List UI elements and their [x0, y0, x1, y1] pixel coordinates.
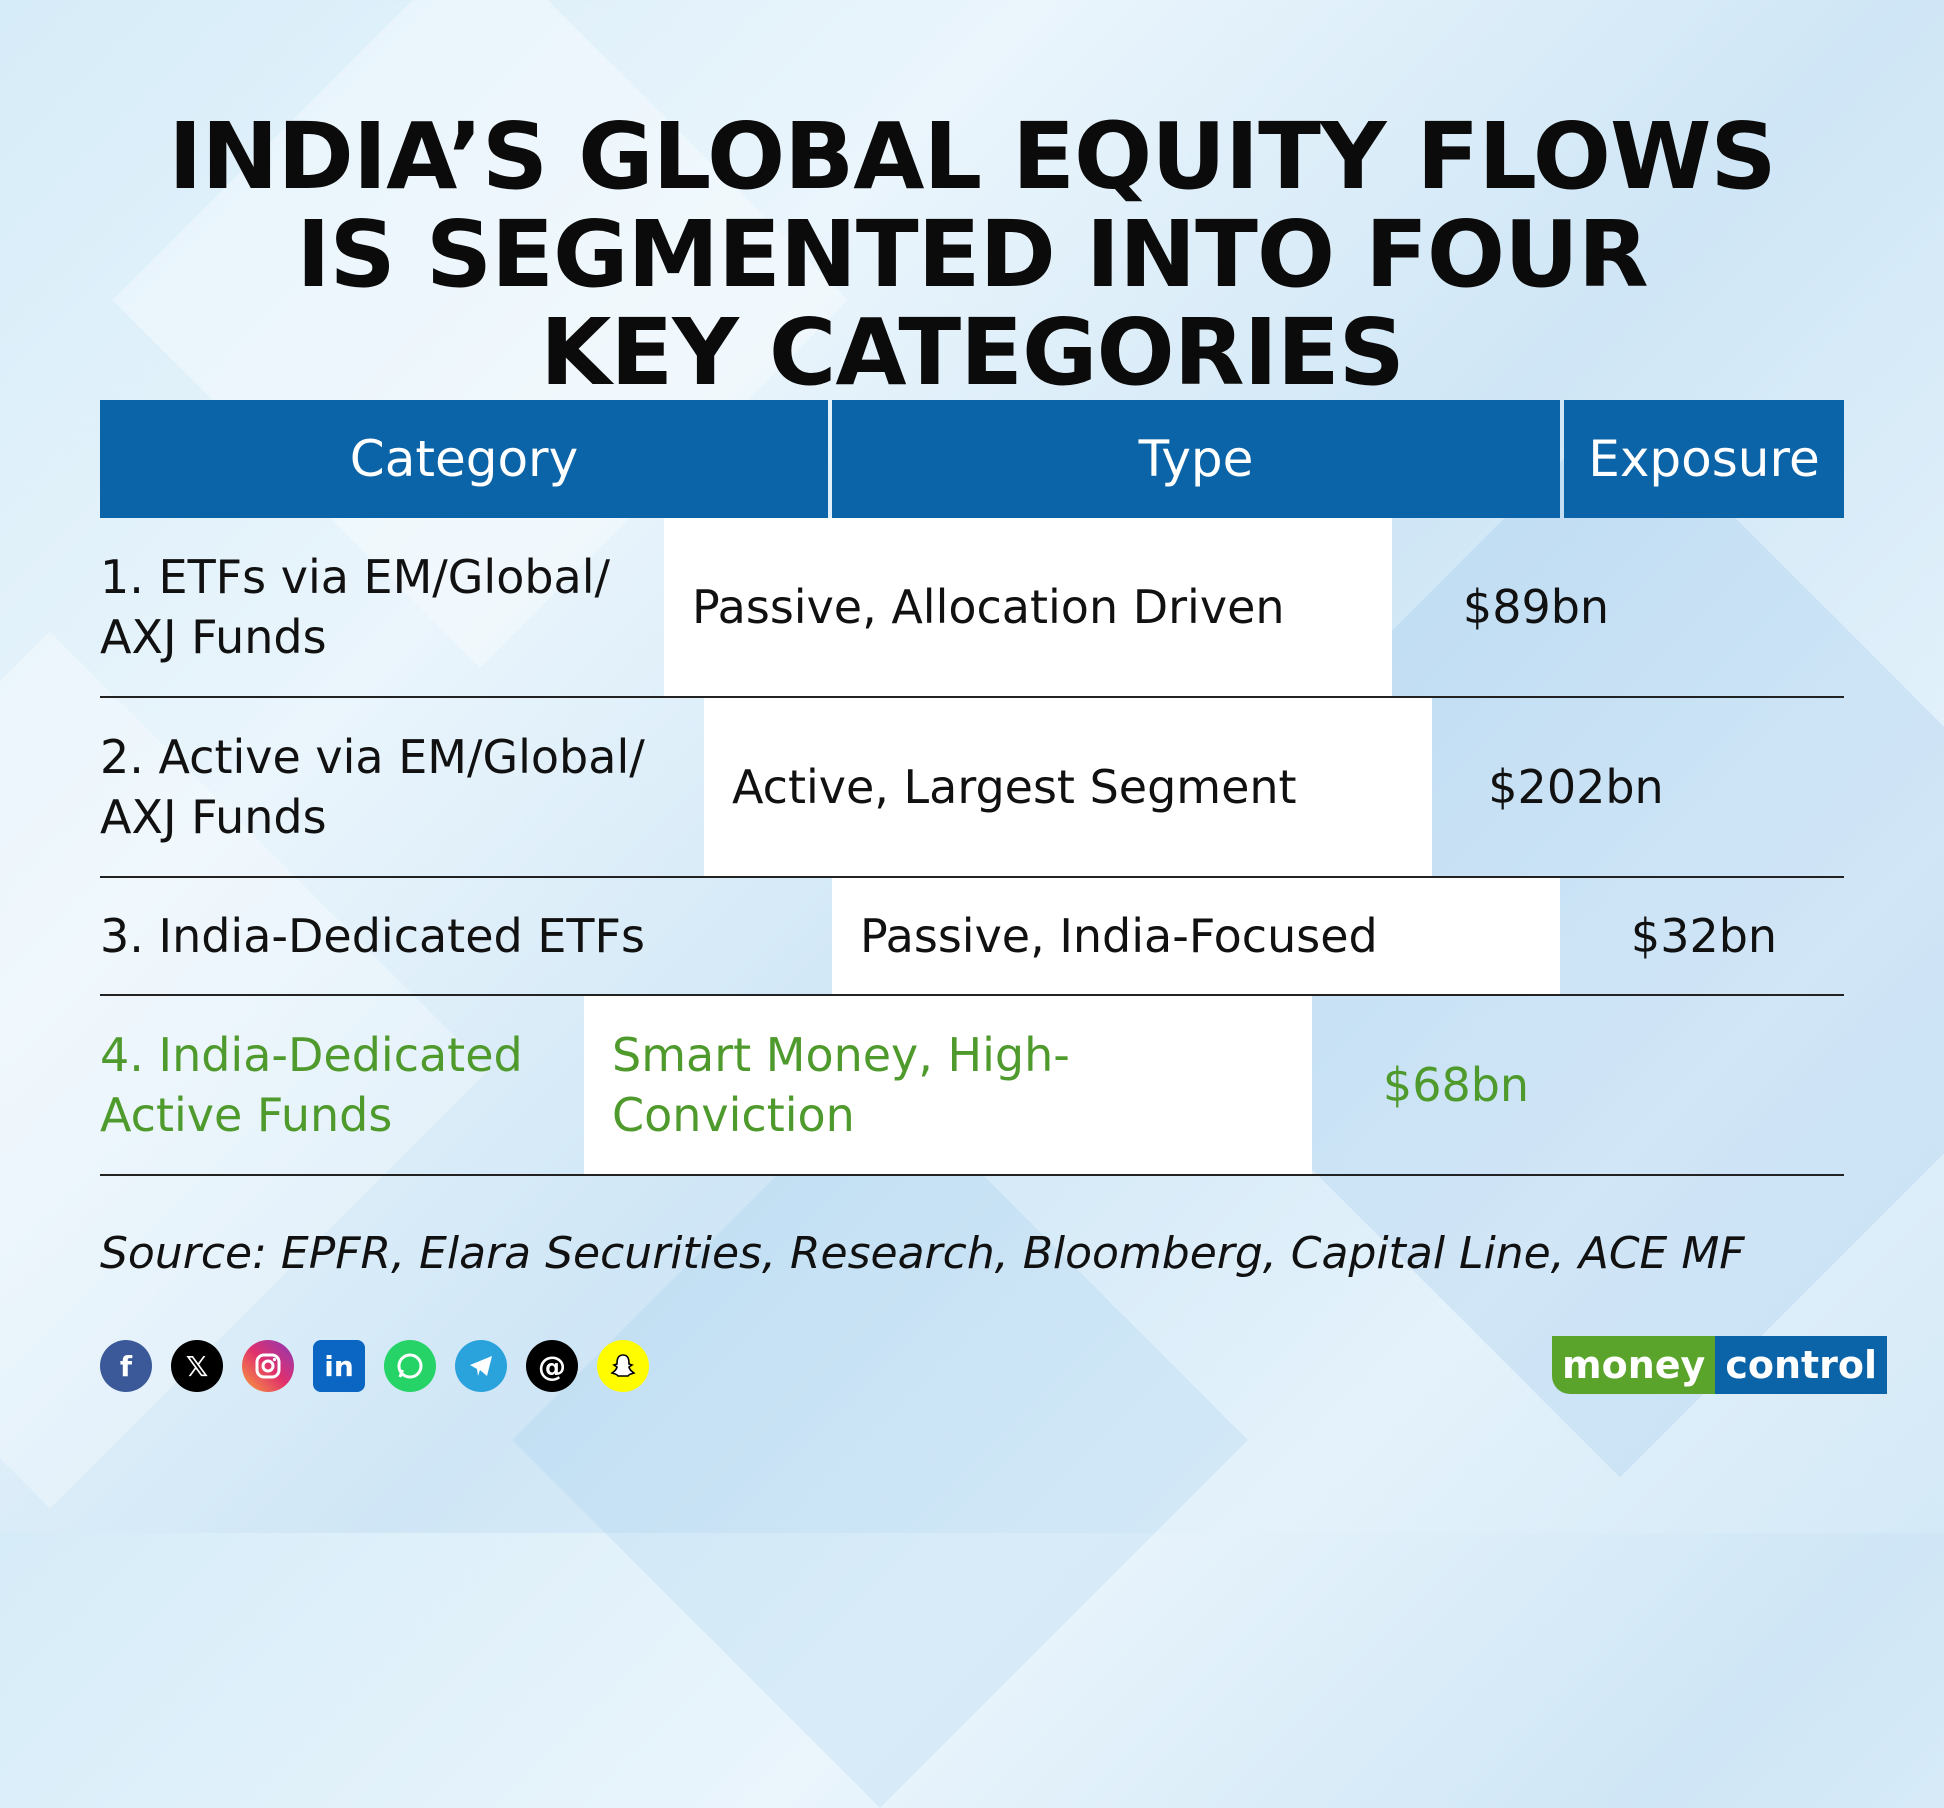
page-title: INDIA’S GLOBAL EQUITY FLOWS IS SEGMENTED…	[100, 108, 1844, 402]
threads-icon[interactable]: @	[526, 1340, 578, 1392]
instagram-icon[interactable]	[242, 1340, 294, 1392]
cell-type: Smart Money, High-Conviction	[584, 996, 1312, 1174]
whatsapp-icon[interactable]	[384, 1340, 436, 1392]
table-row: 4. India-Dedicated Active Funds Smart Mo…	[100, 996, 1844, 1176]
cell-category: 4. India-Dedicated Active Funds	[100, 1028, 523, 1142]
title-line-2: IS SEGMENTED INTO FOUR	[296, 201, 1648, 308]
cell-category: 2. Active via EM/Global/ AXJ Funds	[100, 730, 645, 844]
source-note: Source: EPFR, Elara Securities, Research…	[100, 1228, 1745, 1279]
snapchat-icon[interactable]	[597, 1340, 649, 1392]
facebook-icon[interactable]: f	[100, 1340, 152, 1392]
background-shape	[512, 1072, 1248, 1808]
cell-exposure: $68bn	[1382, 1058, 1530, 1112]
cell-type: Passive, India-Focused	[832, 878, 1560, 994]
cell-type: Active, Largest Segment	[704, 698, 1432, 876]
title-line-3: KEY CATEGORIES	[540, 299, 1405, 406]
table-row: 1. ETFs via EM/Global/ AXJ Funds Passive…	[100, 518, 1844, 698]
cell-type: Passive, Allocation Driven	[664, 518, 1392, 696]
cell-exposure: $202bn	[1488, 760, 1664, 814]
x-icon[interactable]: 𝕏	[171, 1340, 223, 1392]
cell-exposure: $32bn	[1630, 909, 1778, 963]
linkedin-icon[interactable]: in	[313, 1340, 365, 1392]
header-category: Category	[100, 400, 828, 518]
cell-category: 1. ETFs via EM/Global/ AXJ Funds	[100, 550, 611, 664]
cell-exposure: $89bn	[1462, 580, 1610, 634]
header-exposure: Exposure	[1564, 400, 1844, 518]
data-table: Category Type Exposure 1. ETFs via EM/Gl…	[100, 400, 1844, 1176]
title-line-1: INDIA’S GLOBAL EQUITY FLOWS	[168, 103, 1776, 210]
logo-part-money: money	[1552, 1336, 1716, 1394]
moneycontrol-logo: money control	[1552, 1336, 1888, 1394]
table-row: 2. Active via EM/Global/ AXJ Funds Activ…	[100, 698, 1844, 878]
header-type: Type	[832, 400, 1560, 518]
logo-part-control: control	[1715, 1336, 1888, 1394]
table-header: Category Type Exposure	[100, 400, 1844, 518]
telegram-icon[interactable]	[455, 1340, 507, 1392]
social-icons: f 𝕏 in @	[100, 1340, 649, 1392]
table-row: 3. India-Dedicated ETFs Passive, India-F…	[100, 878, 1844, 996]
cell-category: 3. India-Dedicated ETFs	[100, 909, 645, 963]
